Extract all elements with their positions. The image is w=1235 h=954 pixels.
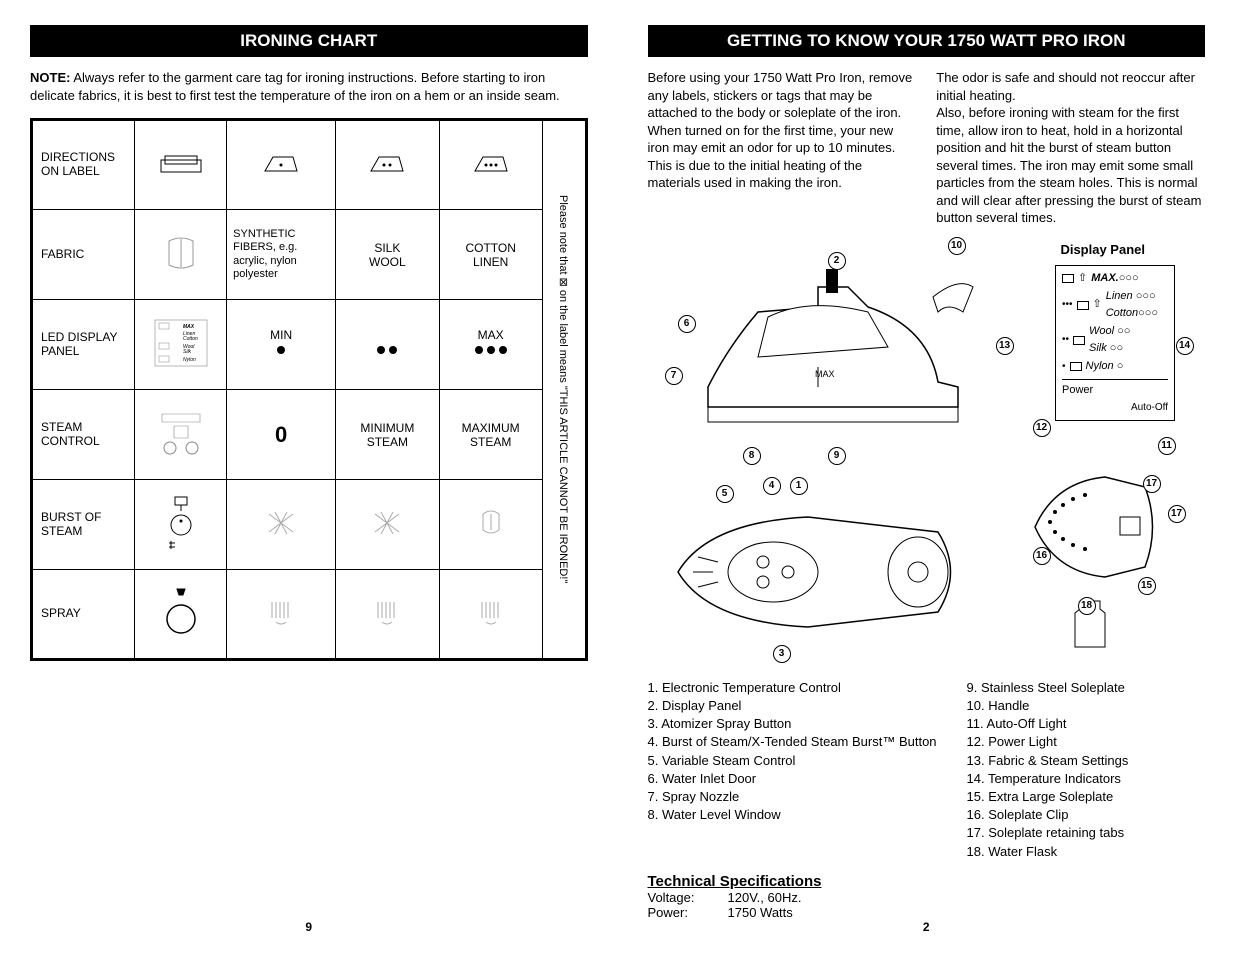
iron-diagram: MAX Display Panel ⇧MAX.○○○ •••⇧Linen ○○○… (648, 237, 1206, 667)
getting-to-know-header: GETTING TO KNOW YOUR 1750 WATT PRO IRON (648, 25, 1206, 57)
right-page-number: 2 (923, 920, 930, 934)
row-steam-label: STEAM CONTROL (32, 390, 135, 480)
callout-16: 16 (1033, 547, 1051, 565)
iron-side-view-icon: MAX (688, 257, 978, 457)
callout-10: 10 (948, 237, 966, 255)
intro-columns: Before using your 1750 Watt Pro Iron, re… (648, 69, 1206, 227)
svg-text:Cotton: Cotton (183, 336, 198, 342)
parts-list-item: 12. Power Light (967, 733, 1129, 751)
parts-list-item: 4. Burst of Steam/X-Tended Steam Burst™ … (648, 733, 937, 751)
row-burst-label: BURST OF STEAM (32, 480, 135, 570)
intro-col-right: The odor is safe and should not reoccur … (936, 69, 1205, 227)
svg-text:MAX: MAX (815, 369, 835, 379)
callout-12: 12 (1033, 419, 1051, 437)
parts-list-item: 18. Water Flask (967, 843, 1129, 861)
parts-list: 1. Electronic Temperature Control2. Disp… (648, 679, 1206, 861)
intro-col-left: Before using your 1750 Watt Pro Iron, re… (648, 69, 917, 227)
burst-c4 (336, 480, 439, 570)
spray-icon (135, 570, 227, 660)
tech-voltage-row: Voltage:120V., 60Hz. (648, 890, 1206, 905)
callout-3: 3 (773, 645, 791, 663)
steam-min: MINIMUM STEAM (336, 390, 439, 480)
row-led-label: LED DISPLAY PANEL (32, 300, 135, 390)
callout-13: 13 (996, 337, 1014, 355)
spray-c3 (227, 570, 336, 660)
callout-7: 7 (665, 367, 683, 385)
fabric-synthetic: SYNTHETIC FIBERS, e.g. acrylic, nylon po… (227, 210, 336, 300)
parts-list-item: 14. Temperature Indicators (967, 770, 1129, 788)
parts-list-item: 7. Spray Nozzle (648, 788, 937, 806)
svg-text:Nylon: Nylon (183, 357, 196, 363)
fabric-icon (135, 210, 227, 300)
steam-max: MAXIMUM STEAM (439, 390, 542, 480)
parts-list-item: 9. Stainless Steel Soleplate (967, 679, 1129, 697)
parts-list-item: 2. Display Panel (648, 697, 937, 715)
row-fabric-label: FABRIC (32, 210, 135, 300)
parts-list-item: 11. Auto-Off Light (967, 715, 1129, 733)
callout-4: 4 (763, 477, 781, 495)
directions-icon-1dot (227, 120, 336, 210)
note-bold: NOTE: (30, 70, 70, 85)
parts-list-item: 5. Variable Steam Control (648, 752, 937, 770)
parts-list-item: 1. Electronic Temperature Control (648, 679, 937, 697)
directions-icon-3dot (439, 120, 542, 210)
parts-list-right: 9. Stainless Steel Soleplate10. Handle11… (967, 679, 1129, 861)
tech-power-row: Power:1750 Watts (648, 905, 1206, 920)
left-page-number: 9 (305, 920, 312, 934)
note-paragraph: NOTE: Always refer to the garment care t… (30, 69, 588, 104)
parts-list-item: 17. Soleplate retaining tabs (967, 824, 1129, 842)
tech-spec-heading: Technical Specifications (648, 873, 1206, 890)
parts-list-item: 10. Handle (967, 697, 1129, 715)
parts-list-left: 1. Electronic Temperature Control2. Disp… (648, 679, 937, 861)
directions-icon-col1 (135, 120, 227, 210)
row-spray-label: SPRAY (32, 570, 135, 660)
parts-list-item: 3. Atomizer Spray Button (648, 715, 937, 733)
spray-c5 (439, 570, 542, 660)
steam-control-icon (135, 390, 227, 480)
do-not-iron-note: Please note that ⊠ on the label means "T… (542, 120, 586, 660)
callout-2: 2 (828, 252, 846, 270)
display-panel-box: ⇧MAX.○○○ •••⇧Linen ○○○Cotton○○○ ••Wool ○… (1055, 265, 1175, 421)
svg-text:Silk: Silk (183, 349, 192, 355)
callout-8: 8 (743, 447, 761, 465)
led-min: MIN (227, 300, 336, 390)
burst-c5 (439, 480, 542, 570)
callout-11: 11 (1158, 437, 1176, 455)
svg-text:MAX: MAX (183, 324, 195, 330)
parts-list-item: 8. Water Level Window (648, 806, 937, 824)
display-panel-heading: Display Panel (1060, 242, 1145, 257)
steam-zero: 0 (227, 390, 336, 480)
callout-1: 1 (790, 477, 808, 495)
callout-15: 15 (1138, 577, 1156, 595)
parts-list-item: 16. Soleplate Clip (967, 806, 1129, 824)
burst-icon (135, 480, 227, 570)
left-page: IRONING CHART NOTE: Always refer to the … (0, 0, 618, 954)
right-page: GETTING TO KNOW YOUR 1750 WATT PRO IRON … (618, 0, 1235, 954)
callout-5: 5 (716, 485, 734, 503)
parts-list-item: 15. Extra Large Soleplate (967, 788, 1129, 806)
parts-list-item: 13. Fabric & Steam Settings (967, 752, 1129, 770)
ironing-chart-table: DIRECTIONS ON LABEL Please note that ⊠ o… (30, 118, 588, 661)
burst-c3 (227, 480, 336, 570)
spray-c4 (336, 570, 439, 660)
parts-list-item: 6. Water Inlet Door (648, 770, 937, 788)
callout-9: 9 (828, 447, 846, 465)
callout-17: 17 (1143, 475, 1161, 493)
callout-14: 14 (1176, 337, 1194, 355)
callout-17: 17 (1168, 505, 1186, 523)
led-med (336, 300, 439, 390)
callout-18: 18 (1078, 597, 1096, 615)
row-directions-label: DIRECTIONS ON LABEL (32, 120, 135, 210)
iron-top-view-icon (668, 492, 968, 652)
note-text: Always refer to the garment care tag for… (30, 70, 560, 103)
led-panel-icon: MAXLinenCottonWoolSilkNylon (135, 300, 227, 390)
led-max: MAX (439, 300, 542, 390)
directions-icon-2dot (336, 120, 439, 210)
fabric-cotton-linen: COTTON LINEN (439, 210, 542, 300)
callout-6: 6 (678, 315, 696, 333)
ironing-chart-header: IRONING CHART (30, 25, 588, 57)
fabric-silk-wool: SILK WOOL (336, 210, 439, 300)
